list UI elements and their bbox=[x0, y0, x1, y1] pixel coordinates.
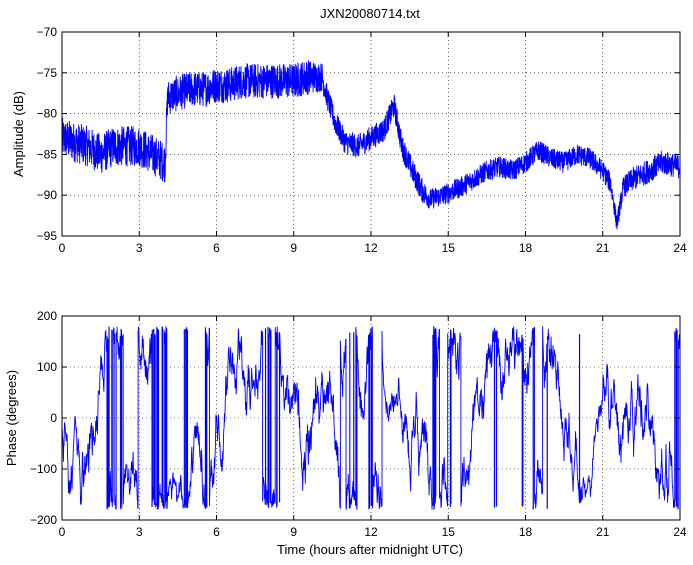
y-tick-label: −200 bbox=[30, 513, 57, 527]
amplitude-panel: JXN20080714.txt Amplitude (dB) 0 3 6 9 12 15 1… bbox=[11, 6, 687, 255]
x-tick-label: 0 bbox=[59, 525, 66, 539]
x-tick-label: 9 bbox=[290, 525, 297, 539]
x-tick-label: 3 bbox=[136, 241, 143, 255]
x-tick-label: 15 bbox=[442, 241, 456, 255]
x-tick-label: 6 bbox=[213, 241, 220, 255]
y-tick-label: −90 bbox=[37, 188, 58, 202]
y-tick-label: −70 bbox=[37, 25, 58, 39]
amplitude-y-axis-label: Amplitude (dB) bbox=[11, 91, 26, 177]
phase-panel: Phase (degrees) Time (hours after midnig… bbox=[4, 309, 687, 557]
y-tick-label: 0 bbox=[50, 411, 57, 425]
x-tick-label: 3 bbox=[136, 525, 143, 539]
x-tick-label: 12 bbox=[364, 241, 378, 255]
x-tick-label: 18 bbox=[519, 241, 533, 255]
y-tick-label: 200 bbox=[37, 309, 57, 323]
x-tick-label: 21 bbox=[596, 525, 610, 539]
x-tick-label: 15 bbox=[442, 525, 456, 539]
phase-y-axis-label: Phase (degrees) bbox=[4, 370, 19, 466]
y-tick-label: −100 bbox=[30, 462, 57, 476]
y-tick-label: −95 bbox=[37, 229, 58, 243]
x-tick-label: 6 bbox=[213, 525, 220, 539]
x-tick-label: 24 bbox=[673, 241, 687, 255]
x-tick-label: 0 bbox=[59, 241, 66, 255]
x-tick-label: 24 bbox=[673, 525, 687, 539]
phase-series-line bbox=[62, 326, 680, 510]
y-tick-label: 100 bbox=[37, 360, 57, 374]
y-tick-label: −75 bbox=[37, 66, 58, 80]
y-tick-label: −85 bbox=[37, 147, 58, 161]
amplitude-series-line bbox=[62, 60, 680, 230]
x-tick-label: 21 bbox=[596, 241, 610, 255]
x-tick-label: 18 bbox=[519, 525, 533, 539]
y-tick-label: −80 bbox=[37, 107, 58, 121]
x-tick-label: 9 bbox=[290, 241, 297, 255]
phase-x-axis-label: Time (hours after midnight UTC) bbox=[277, 542, 463, 557]
x-tick-label: 12 bbox=[364, 525, 378, 539]
chart-title: JXN20080714.txt bbox=[320, 6, 420, 21]
